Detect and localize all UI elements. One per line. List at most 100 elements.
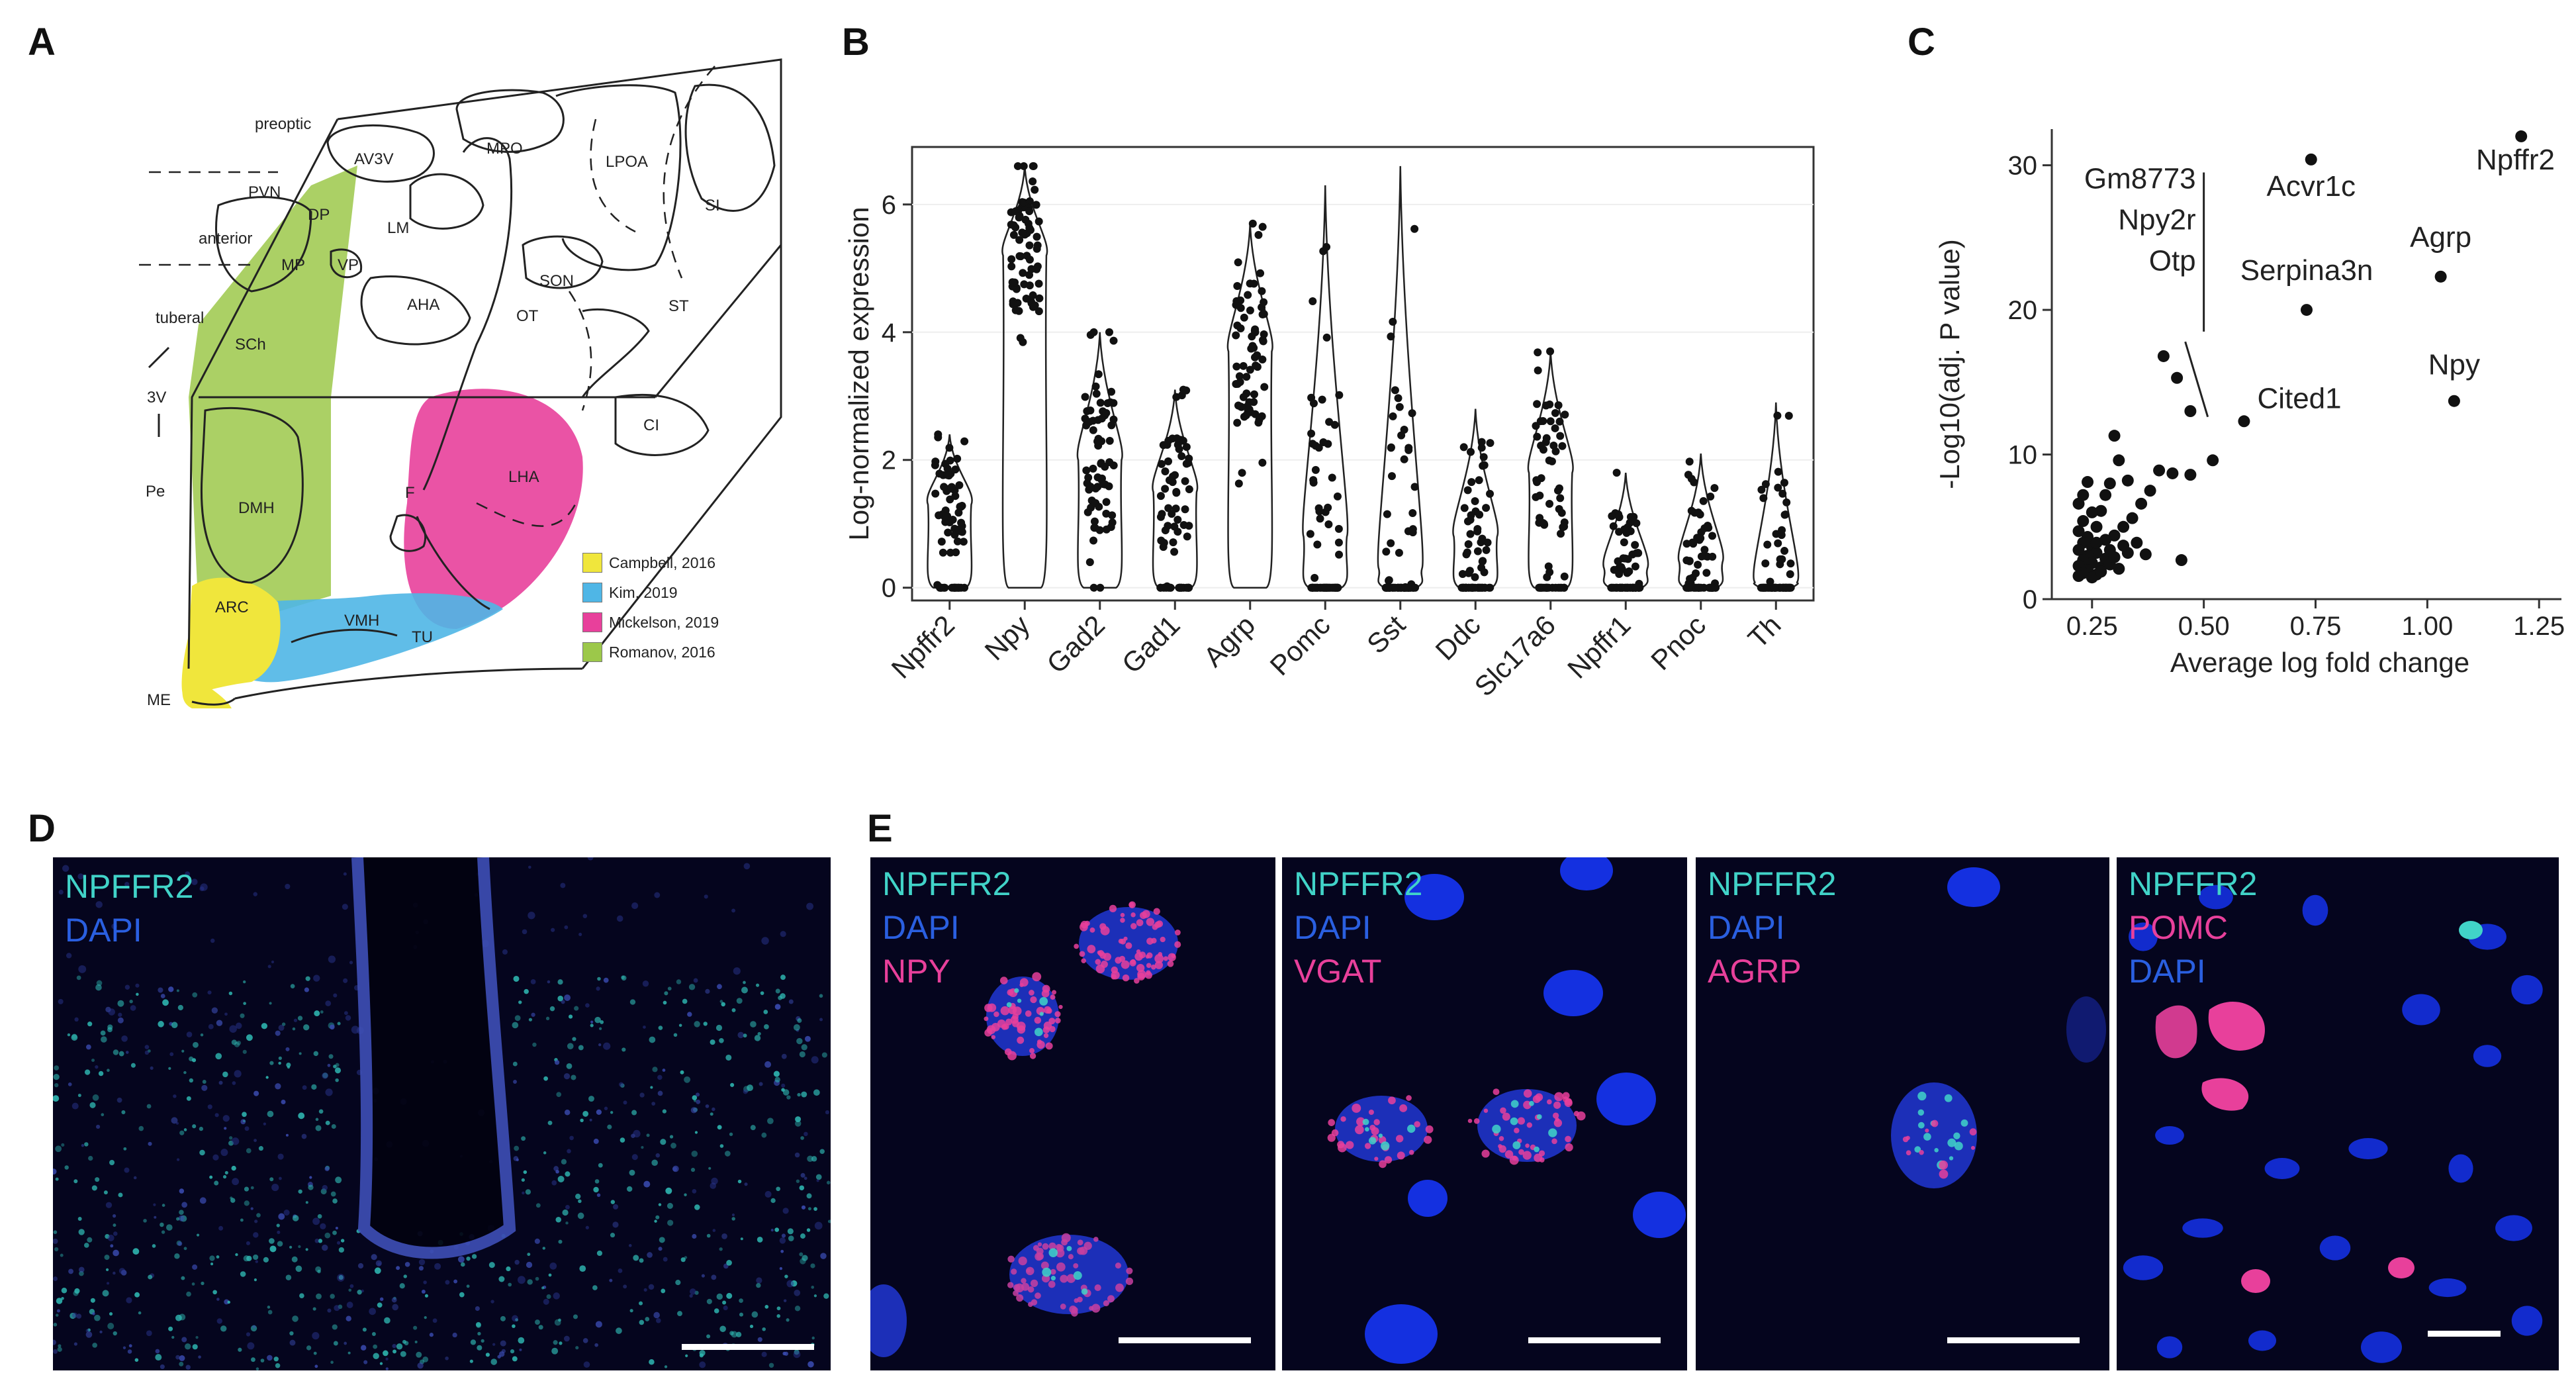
- fluorescent-dot: [747, 1084, 753, 1092]
- fluorescent-dot: [691, 1150, 698, 1157]
- fluorescent-dot: [117, 1000, 124, 1007]
- puncta: [1120, 912, 1125, 918]
- fluorescent-dot: [500, 1315, 506, 1321]
- nucleus-dot: [522, 929, 528, 935]
- fluorescent-dot: [267, 1306, 271, 1309]
- nucleus-dot: [85, 1329, 90, 1333]
- data-point-npy: [2448, 395, 2460, 407]
- fluorescent-dot: [152, 1244, 156, 1248]
- atlas-label-dmh: DMH: [238, 499, 275, 517]
- data-point: [1013, 162, 1022, 170]
- puncta: [1553, 1101, 1561, 1109]
- data-point: [1475, 510, 1484, 519]
- fluorescent-dot: [181, 1276, 185, 1280]
- data-point: [948, 583, 956, 592]
- fluorescent-dot: [71, 1033, 77, 1039]
- data-point: [1532, 422, 1540, 430]
- fluorescent-dot: [256, 1213, 261, 1218]
- nucleus-dot: [761, 1351, 767, 1357]
- fluorescent-dot: [168, 1326, 173, 1331]
- fluorescent-dot: [71, 1034, 78, 1041]
- puncta: [1397, 1151, 1405, 1160]
- romanov-region: [189, 166, 357, 616]
- fluorescent-dot: [802, 1255, 808, 1261]
- data-point: [931, 461, 939, 469]
- fluorescent-dot: [113, 1049, 119, 1055]
- nucleus-dot: [320, 1223, 326, 1229]
- fluorescent-dot: [297, 1016, 303, 1021]
- fluorescent-dot: [371, 1254, 377, 1261]
- fluorescent-dot: [612, 1221, 619, 1228]
- fluorescent-dot: [597, 977, 601, 981]
- data-point: [1473, 524, 1482, 533]
- fluorescent-dot: [289, 1331, 294, 1336]
- fluorescent-dot: [314, 1238, 320, 1243]
- fluorescent-dot: [706, 1298, 712, 1304]
- data-point: [1551, 408, 1559, 417]
- data-point: [1391, 386, 1399, 395]
- nucleus-dot: [551, 1180, 557, 1186]
- fluorescent-dot: [301, 1133, 307, 1139]
- fluorescent-dot: [685, 1354, 688, 1357]
- puncta: [1493, 1088, 1500, 1096]
- fluorescent-dot: [589, 1118, 592, 1122]
- fluorescent-dot: [488, 1262, 495, 1268]
- fluorescent-dot: [242, 1112, 247, 1118]
- fluorescent-dot: [763, 1010, 768, 1014]
- data-point: [1694, 508, 1702, 517]
- fluorescent-dot: [657, 1090, 663, 1096]
- data-point: [2072, 544, 2085, 556]
- data-point: [1696, 534, 1705, 542]
- nucleus: [2348, 1137, 2388, 1160]
- puncta: [1089, 1306, 1094, 1311]
- fluorescent-dot: [573, 1314, 578, 1319]
- fluorescent-dot: [109, 1160, 115, 1165]
- puncta: [1121, 960, 1130, 969]
- fluorescent-dot: [565, 1221, 569, 1225]
- data-point: [2175, 554, 2187, 567]
- data-point: [1464, 569, 1473, 577]
- nucleus-dot: [761, 937, 769, 945]
- data-point: [1019, 269, 1027, 277]
- fluorescent-dot: [53, 1074, 60, 1080]
- puncta: [1517, 1117, 1526, 1125]
- fluorescent-dot: [379, 1362, 383, 1365]
- fluorescent-dot: [795, 1120, 802, 1127]
- puncta: [1103, 1300, 1109, 1307]
- fluorescent-dot: [485, 1353, 490, 1357]
- fluorescent-dot: [521, 1136, 526, 1141]
- fluorescent-dot: [362, 1327, 367, 1332]
- data-point: [1248, 332, 1256, 341]
- data-point: [1015, 212, 1024, 220]
- fluorescent-dot: [594, 1016, 601, 1024]
- nucleus-dot: [244, 1126, 250, 1131]
- nucleus-dot: [743, 1089, 748, 1094]
- panel-a-legend: Campbell, 2016 Kim, 2019 Mickelson, 2019 Ro…: [582, 553, 781, 672]
- nucleus-dot: [118, 1268, 126, 1274]
- fluorescent-dot: [510, 1349, 515, 1354]
- fluorescent-dot: [731, 1008, 736, 1012]
- nucleus-dot: [246, 1241, 250, 1245]
- fluorescent-dot: [564, 994, 571, 1001]
- fluorescent-dot: [557, 1176, 565, 1183]
- data-point: [1481, 583, 1489, 592]
- nucleus-dot: [66, 953, 72, 959]
- nucleus-dot: [712, 1229, 716, 1232]
- nucleus-dot: [432, 1318, 437, 1323]
- data-point: [1246, 306, 1254, 314]
- fluorescent-dot: [278, 1061, 281, 1065]
- violin-gad1: [1152, 389, 1199, 589]
- nucleus: [2402, 994, 2440, 1026]
- data-point: [1169, 538, 1177, 547]
- data-point: [1009, 300, 1017, 309]
- fluorescent-dot: [594, 1343, 598, 1347]
- fluorescent-dot: [269, 1245, 277, 1253]
- fluorescent-dot: [277, 1241, 283, 1247]
- fluorescent-dot: [811, 1286, 815, 1289]
- puncta: [1562, 1092, 1570, 1100]
- nucleus-dot: [780, 931, 786, 937]
- fluorescent-dot: [200, 1033, 204, 1037]
- fluorescent-dot: [183, 1071, 187, 1075]
- fluorescent-dot: [83, 1243, 89, 1248]
- data-point: [1172, 504, 1180, 513]
